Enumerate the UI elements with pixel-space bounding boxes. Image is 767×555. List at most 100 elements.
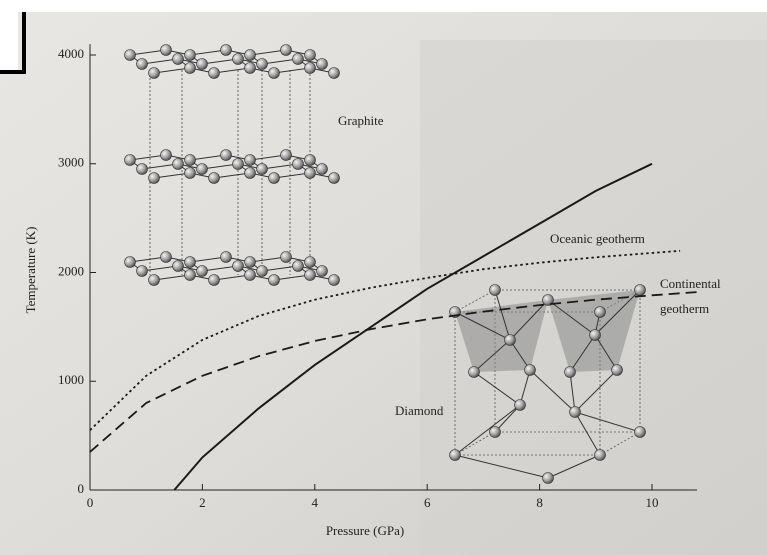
atom	[305, 257, 316, 268]
atom	[137, 59, 148, 70]
annotation: Graphite	[338, 113, 384, 128]
atom	[305, 155, 316, 166]
atom	[233, 261, 244, 272]
atom	[490, 285, 501, 296]
atom	[595, 450, 606, 461]
atom	[269, 68, 280, 79]
atom	[469, 367, 480, 378]
atom	[197, 164, 208, 175]
annotation: Continental	[660, 276, 721, 291]
atom	[125, 155, 136, 166]
x-tick-label: 6	[424, 495, 431, 510]
annotation: Diamond	[395, 403, 444, 418]
atom	[173, 261, 184, 272]
atom	[173, 159, 184, 170]
y-tick-label: 1000	[58, 372, 84, 387]
atom	[450, 450, 461, 461]
atom	[257, 266, 268, 277]
atom	[197, 59, 208, 70]
atom	[305, 63, 316, 74]
atom	[185, 257, 196, 268]
atom	[257, 164, 268, 175]
chart: 0 2 4 6 8 10 0 1000 2000 3000 4000 Graphite Diamon…	[0, 0, 767, 555]
y-tick-label: 0	[78, 481, 85, 496]
atom	[269, 275, 280, 286]
atom	[209, 173, 220, 184]
atom	[293, 261, 304, 272]
atom	[221, 150, 232, 161]
atom	[635, 427, 646, 438]
atom	[525, 365, 536, 376]
atom	[149, 173, 160, 184]
atom	[293, 159, 304, 170]
atom	[245, 257, 256, 268]
atom	[329, 275, 340, 286]
atom	[221, 252, 232, 263]
x-tick-label: 0	[87, 495, 94, 510]
atom	[161, 252, 172, 263]
annotation: geotherm	[660, 301, 709, 316]
atom	[570, 407, 581, 418]
atom	[281, 150, 292, 161]
atom	[173, 54, 184, 65]
atom	[329, 68, 340, 79]
atom	[305, 50, 316, 61]
atom	[245, 168, 256, 179]
atom	[233, 159, 244, 170]
x-axis-label: Pressure (GPa)	[326, 523, 404, 538]
atom	[245, 155, 256, 166]
x-tick-label: 2	[199, 495, 206, 510]
atom	[281, 252, 292, 263]
annotation: Oceanic geotherm	[550, 231, 645, 246]
atom	[595, 307, 606, 318]
atom	[281, 45, 292, 56]
atom	[149, 275, 160, 286]
atom	[635, 285, 646, 296]
atom	[245, 270, 256, 281]
atom	[590, 330, 601, 341]
atom	[612, 365, 623, 376]
atom	[185, 155, 196, 166]
atom	[137, 164, 148, 175]
y-tick-label: 3000	[58, 155, 84, 170]
atom	[317, 164, 328, 175]
atom	[269, 173, 280, 184]
atom	[125, 257, 136, 268]
x-tick-label: 10	[646, 495, 659, 510]
y-tick-label: 4000	[58, 46, 84, 61]
atom	[209, 275, 220, 286]
atom	[245, 50, 256, 61]
atom	[221, 45, 232, 56]
x-tick-label: 8	[536, 495, 543, 510]
atom	[185, 63, 196, 74]
atom	[245, 63, 256, 74]
atom	[305, 270, 316, 281]
atom	[305, 168, 316, 179]
atom	[329, 173, 340, 184]
corner-mark	[0, 12, 18, 72]
x-tick-label: 4	[312, 495, 319, 510]
atom	[233, 54, 244, 65]
atom	[149, 68, 160, 79]
atom	[137, 266, 148, 277]
atom	[515, 400, 526, 411]
atom	[317, 266, 328, 277]
atom	[185, 168, 196, 179]
atom	[505, 335, 516, 346]
atom	[161, 150, 172, 161]
atom	[257, 59, 268, 70]
atom	[565, 367, 576, 378]
atom	[490, 427, 501, 438]
y-axis-label: Temperature (K)	[23, 227, 38, 314]
atom	[543, 473, 554, 484]
atom	[293, 54, 304, 65]
atom	[317, 59, 328, 70]
atom	[125, 50, 136, 61]
atom	[161, 45, 172, 56]
atom	[185, 270, 196, 281]
y-tick-label: 2000	[58, 263, 84, 278]
atom	[197, 266, 208, 277]
top-strip	[0, 0, 767, 12]
atom	[185, 50, 196, 61]
atom	[209, 68, 220, 79]
